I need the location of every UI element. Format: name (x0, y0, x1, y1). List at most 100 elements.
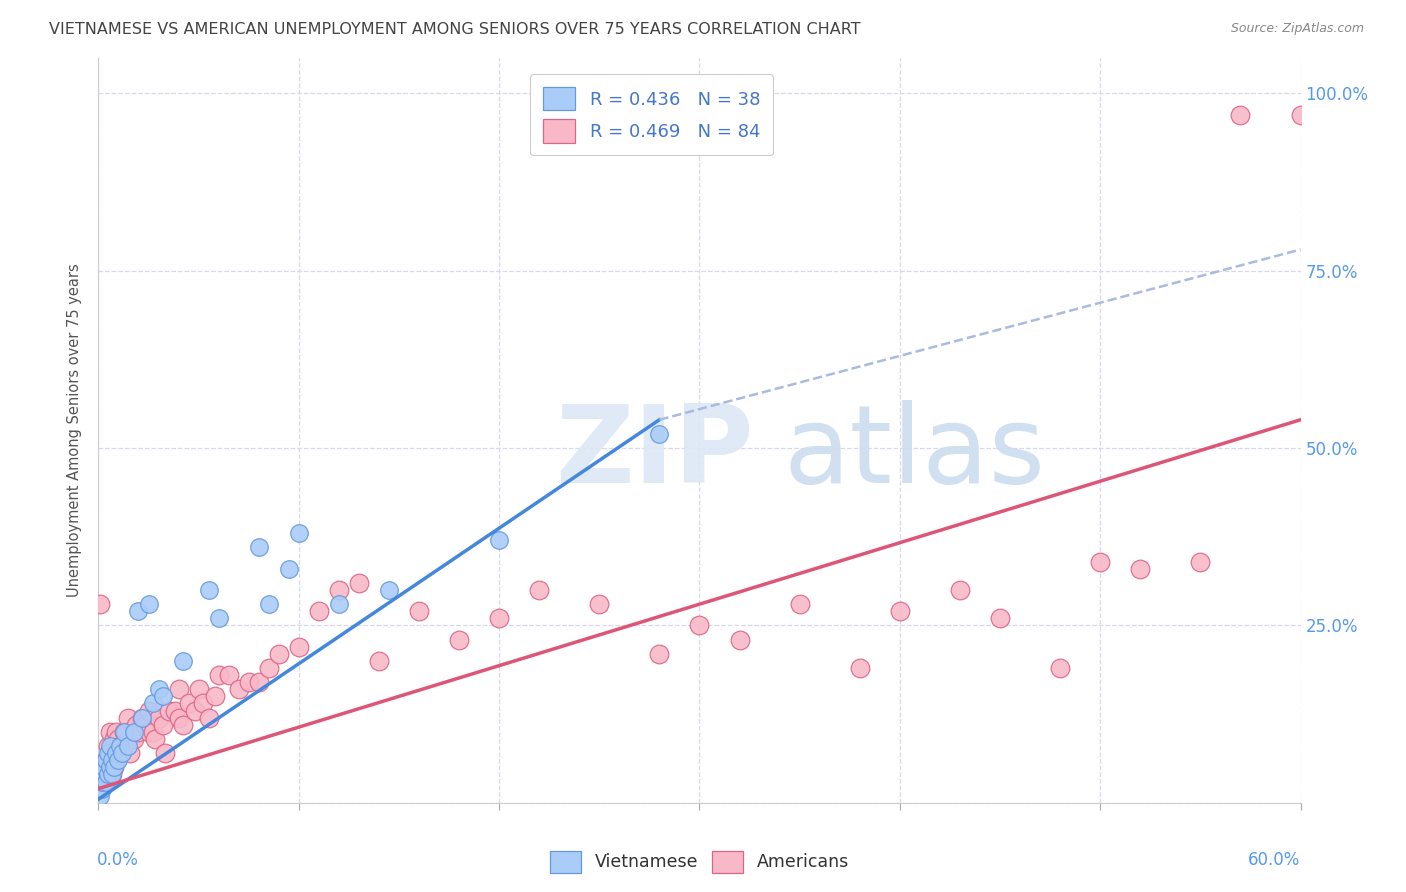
Point (152, 718, 174, 732)
Point (143, 731, 166, 746)
Point (96, 774, 118, 789)
Point (111, 739, 134, 753)
Point (849, 661, 872, 675)
Point (117, 739, 139, 753)
Point (100, 767, 122, 781)
Point (308, 604, 330, 618)
Point (949, 582, 972, 597)
Point (117, 711, 139, 725)
Point (148, 682, 170, 697)
Point (97, 767, 120, 781)
Point (100, 724, 122, 739)
Point (89, 789, 111, 803)
Point (191, 697, 214, 711)
Point (93, 760, 115, 774)
Point (91, 781, 114, 796)
Point (277, 562, 299, 576)
Point (97, 760, 120, 774)
Point (103, 760, 125, 774)
Point (378, 582, 401, 597)
Point (197, 582, 219, 597)
Point (488, 533, 510, 548)
Point (101, 746, 124, 760)
Text: 60.0%: 60.0% (1249, 851, 1301, 869)
Point (91, 774, 114, 789)
Point (347, 575, 370, 590)
Point (177, 697, 200, 711)
Point (114, 724, 136, 739)
Point (288, 526, 311, 541)
Point (93, 760, 115, 774)
Point (105, 753, 128, 767)
Point (100, 760, 122, 774)
Text: ZIP: ZIP (555, 400, 754, 506)
Point (1129, 562, 1152, 576)
Point (105, 746, 128, 760)
Point (187, 682, 209, 697)
Text: atlas: atlas (783, 400, 1046, 506)
Point (128, 604, 150, 618)
Point (131, 711, 153, 725)
Point (117, 739, 139, 753)
Point (153, 746, 176, 760)
Point (228, 682, 250, 697)
Point (529, 582, 551, 597)
Point (103, 731, 125, 746)
Point (1229, 108, 1251, 122)
Point (447, 632, 470, 647)
Point (114, 724, 136, 739)
Point (167, 711, 190, 725)
Point (789, 597, 811, 611)
Point (689, 618, 711, 632)
Point (648, 426, 671, 441)
Point (183, 704, 205, 718)
Point (138, 724, 160, 739)
Point (91, 767, 114, 781)
Point (208, 611, 231, 625)
Point (1289, 108, 1312, 122)
Point (1189, 555, 1212, 569)
Point (247, 675, 270, 690)
Text: VIETNAMESE VS AMERICAN UNEMPLOYMENT AMONG SENIORS OVER 75 YEARS CORRELATION CHAR: VIETNAMESE VS AMERICAN UNEMPLOYMENT AMON… (49, 22, 860, 37)
Point (101, 753, 124, 767)
Point (96, 767, 118, 781)
Point (93, 774, 115, 789)
Point (107, 731, 129, 746)
Point (110, 739, 132, 753)
Point (257, 661, 280, 675)
Point (141, 724, 163, 739)
Text: 0.0%: 0.0% (97, 851, 139, 869)
Point (120, 746, 142, 760)
Point (124, 731, 146, 746)
Legend: Vietnamese, Americans: Vietnamese, Americans (543, 844, 856, 880)
Point (247, 541, 270, 555)
Point (107, 746, 129, 760)
Point (288, 640, 311, 654)
Point (152, 690, 174, 704)
Point (101, 767, 124, 781)
Point (124, 724, 146, 739)
Text: Source: ZipAtlas.com: Source: ZipAtlas.com (1230, 22, 1364, 36)
Point (408, 604, 430, 618)
Point (889, 604, 911, 618)
Point (89, 597, 111, 611)
Point (115, 724, 138, 739)
Point (204, 690, 226, 704)
Point (141, 697, 163, 711)
Point (157, 704, 180, 718)
Point (134, 718, 156, 732)
Point (110, 739, 132, 753)
Point (728, 632, 751, 647)
Point (91, 774, 114, 789)
Point (100, 739, 122, 753)
Point (96, 753, 118, 767)
Point (105, 724, 128, 739)
Point (111, 746, 134, 760)
Point (93, 767, 115, 781)
Point (257, 597, 280, 611)
Point (328, 582, 350, 597)
Point (1350, 590, 1372, 604)
Point (488, 611, 510, 625)
Point (101, 767, 124, 781)
Point (588, 597, 610, 611)
